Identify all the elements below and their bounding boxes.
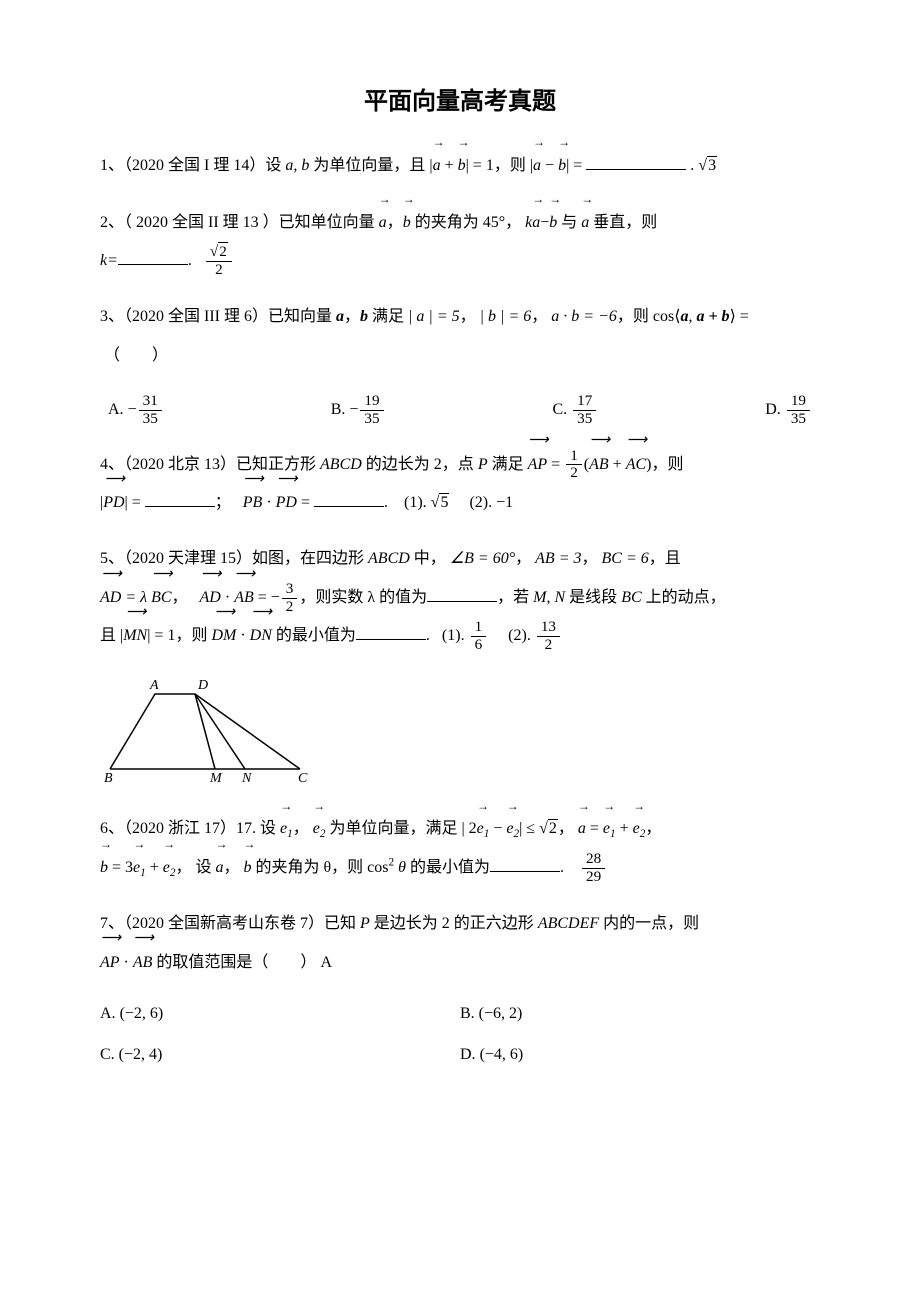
svg-text:D: D — [197, 678, 208, 693]
q3-paren: （ ） — [104, 347, 168, 364]
q2-b: b — [403, 214, 411, 231]
q3-choice-c: C. 1735 — [552, 393, 598, 427]
q1-a: a — [433, 157, 441, 174]
q2-post: . — [188, 252, 192, 269]
q1-b: b — [458, 157, 466, 174]
svg-text:B: B — [104, 771, 113, 784]
q2-klabel: k= — [100, 252, 118, 269]
q1-dot: . — [690, 157, 694, 174]
q3-prefix: 3、（2020 全国 III 理 6）已知向量 — [100, 308, 336, 325]
q2-prefix: 2、（ 2020 全国 II 理 13 ）已知单位向量 — [100, 214, 375, 231]
question-4: 4、（2020 北京 13）已知正方形 ABCD 的边长为 2，点 P 满足 A… — [100, 446, 820, 523]
q1-mid1: 为单位向量，且 | — [313, 157, 432, 174]
q1-minus: − — [545, 157, 554, 174]
q2-mid3: 垂直，则 — [593, 214, 657, 231]
q1-plus: + — [445, 157, 454, 174]
q3-choices: A. −3135 B. −1935 C. 1735 D. 1935 — [100, 393, 820, 427]
q7-answer-marker: A — [320, 954, 332, 971]
q2-answer: 2 2 — [206, 244, 232, 278]
question-5: 5、（2020 天津理 15）如图，在四边形 ABCD 中， ∠B = 60°，… — [100, 540, 820, 655]
q1-ab: a, b — [285, 157, 309, 174]
q7-choice-d: D. (−4, 6) — [460, 1041, 820, 1070]
q5-blank2 — [356, 623, 426, 640]
question-6: 6、（2020 浙江 17）17. 设 e1， e2 为单位向量，满足 | 2e… — [100, 810, 820, 887]
q1-a2: a — [533, 157, 541, 174]
q3-choice-b: B. −1935 — [331, 393, 386, 427]
q5-blank1 — [427, 585, 497, 602]
q4-blank1 — [145, 490, 215, 507]
q1-mid2: | = 1，则 | — [466, 157, 533, 174]
q6-answer: 2829 — [582, 851, 605, 885]
question-3: 3、（2020 全国 III 理 6）已知向量 a，b 满足 | a | = 5… — [100, 298, 820, 375]
svg-text:N: N — [241, 771, 252, 784]
q2-blank — [118, 248, 188, 265]
svg-text:M: M — [209, 771, 223, 784]
svg-text:A: A — [149, 678, 159, 693]
question-2: 2、（ 2020 全国 II 理 13 ）已知单位向量 a，b 的夹角为 45°… — [100, 204, 820, 281]
question-7: 7、（2020 全国新高考山东卷 7）已知 P 是边长为 2 的正六边形 ABC… — [100, 905, 820, 982]
q1-blank — [586, 153, 686, 170]
q7-choice-b: B. (−6, 2) — [460, 1000, 820, 1029]
question-1: 1、（2020 全国 I 理 14）设 a, b 为单位向量，且 |a + b|… — [100, 147, 820, 185]
q6-blank — [490, 855, 560, 872]
q3-choice-d: D. 1935 — [765, 393, 812, 427]
q1-mid3: | = — [566, 157, 582, 174]
q7-choice-a: A. (−2, 6) — [100, 1000, 460, 1029]
svg-text:C: C — [298, 771, 308, 784]
q7-choice-c: C. (−2, 4) — [100, 1041, 460, 1070]
q2-a: a — [379, 214, 387, 231]
q4-blank2 — [314, 490, 384, 507]
q7-choices: A. (−2, 6) B. (−6, 2) C. (−2, 4) D. (−4,… — [100, 1000, 820, 1070]
page-title: 平面向量高考真题 — [100, 80, 820, 123]
q2-mid2: 与 — [561, 214, 577, 231]
q1-prefix: 1、（2020 全国 I 理 14）设 — [100, 157, 281, 174]
q2-k: k — [525, 214, 532, 231]
q5-figure: A D B M N C — [100, 674, 820, 795]
q2-mid1: 的夹角为 45°， — [415, 214, 521, 231]
trapezoid-icon: A D B M N C — [100, 674, 320, 784]
q1-b2: b — [558, 157, 566, 174]
q3-choice-a: A. −3135 — [108, 393, 164, 427]
q1-answer: 3 — [698, 147, 717, 185]
